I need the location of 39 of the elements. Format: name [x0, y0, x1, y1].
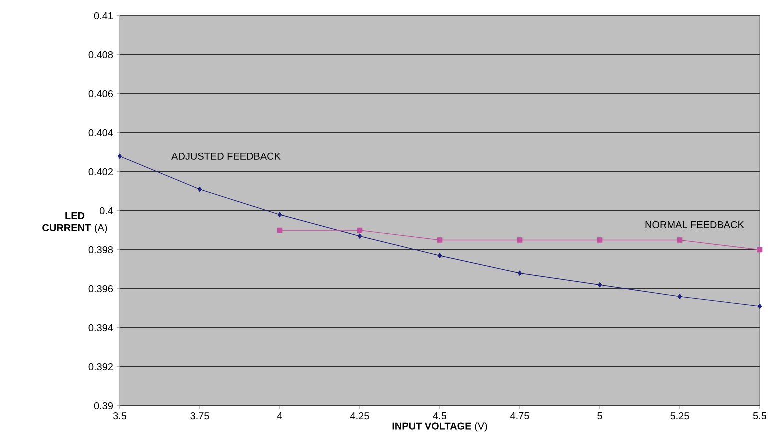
point: [118, 154, 122, 160]
y-tick-label: 0.402: [88, 168, 113, 176]
series-label: NORMAL FEEDBACK: [646, 221, 744, 228]
point: [677, 238, 683, 243]
x-tick-label: 4.25: [350, 412, 370, 420]
y-tick-label: 0.392: [88, 363, 113, 371]
x-tick-label: 5.25: [670, 412, 690, 420]
series-label: ADJUSTED FEEDBACK: [172, 152, 281, 160]
point: [277, 228, 283, 234]
y-tick-label: 0.404: [88, 129, 114, 137]
point: [598, 282, 602, 288]
x-tick-label: 5.5: [753, 412, 767, 420]
point: [518, 270, 522, 276]
y-tick-label: 0.398: [88, 246, 114, 254]
y-tick-label: 0.406: [88, 90, 114, 98]
point: [358, 234, 362, 239]
point: [438, 253, 442, 258]
x-tick-label: 5: [598, 412, 602, 420]
x-axis-title: INPUT VOLTAGE (V): [392, 422, 488, 432]
y-tick-label: 0.39: [94, 402, 113, 410]
x-tick-label: 3.75: [190, 412, 210, 420]
x-tick-label: 3.5: [113, 412, 127, 420]
point: [437, 238, 443, 243]
point: [517, 238, 523, 243]
point: [198, 186, 202, 192]
y-tick-label: 0.394: [88, 324, 114, 332]
y-tick-label: 0.4: [100, 207, 114, 215]
x-tick-label: 4.5: [433, 412, 447, 420]
point: [278, 212, 282, 218]
x-tick-label: 4: [277, 412, 282, 420]
point: [678, 294, 682, 300]
point: [357, 228, 363, 234]
x-tick-label: 4.75: [510, 412, 530, 420]
y-tick-label: 0.408: [88, 51, 114, 59]
point: [597, 238, 603, 243]
y-tick-label: 0.41: [94, 12, 113, 20]
point: [757, 247, 763, 253]
point: [758, 304, 762, 310]
y-tick-label: 0.396: [88, 285, 114, 293]
